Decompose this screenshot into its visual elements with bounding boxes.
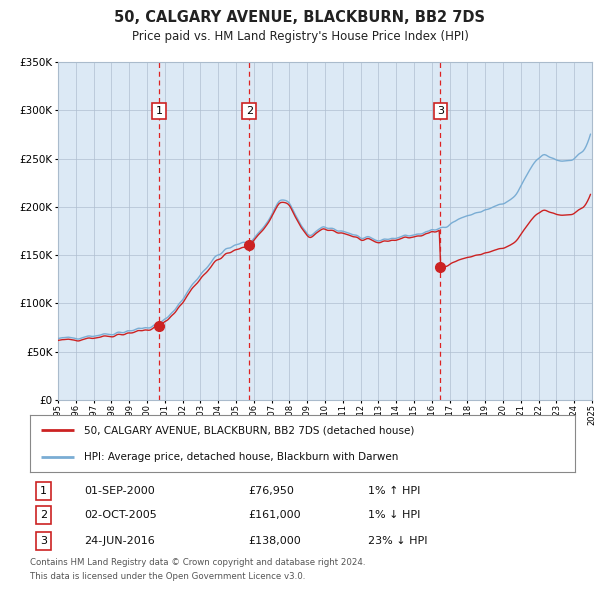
Text: HPI: Average price, detached house, Blackburn with Darwen: HPI: Average price, detached house, Blac… bbox=[85, 451, 399, 461]
Text: 2: 2 bbox=[40, 510, 47, 520]
Text: 1: 1 bbox=[155, 106, 163, 116]
Text: 24-JUN-2016: 24-JUN-2016 bbox=[85, 536, 155, 546]
Text: 02-OCT-2005: 02-OCT-2005 bbox=[85, 510, 157, 520]
Text: Contains HM Land Registry data © Crown copyright and database right 2024.: Contains HM Land Registry data © Crown c… bbox=[30, 558, 365, 567]
Text: 2: 2 bbox=[246, 106, 253, 116]
Text: £76,950: £76,950 bbox=[248, 486, 294, 496]
Text: 1: 1 bbox=[40, 486, 47, 496]
Text: 3: 3 bbox=[40, 536, 47, 546]
Text: 50, CALGARY AVENUE, BLACKBURN, BB2 7DS (detached house): 50, CALGARY AVENUE, BLACKBURN, BB2 7DS (… bbox=[85, 425, 415, 435]
Text: This data is licensed under the Open Government Licence v3.0.: This data is licensed under the Open Gov… bbox=[30, 572, 305, 581]
Text: £161,000: £161,000 bbox=[248, 510, 301, 520]
Text: 1% ↓ HPI: 1% ↓ HPI bbox=[368, 510, 420, 520]
Text: 01-SEP-2000: 01-SEP-2000 bbox=[85, 486, 155, 496]
Text: 23% ↓ HPI: 23% ↓ HPI bbox=[368, 536, 427, 546]
Text: 1% ↑ HPI: 1% ↑ HPI bbox=[368, 486, 420, 496]
Text: Price paid vs. HM Land Registry's House Price Index (HPI): Price paid vs. HM Land Registry's House … bbox=[131, 30, 469, 43]
Text: £138,000: £138,000 bbox=[248, 536, 301, 546]
Text: 50, CALGARY AVENUE, BLACKBURN, BB2 7DS: 50, CALGARY AVENUE, BLACKBURN, BB2 7DS bbox=[115, 10, 485, 25]
Text: 3: 3 bbox=[437, 106, 444, 116]
